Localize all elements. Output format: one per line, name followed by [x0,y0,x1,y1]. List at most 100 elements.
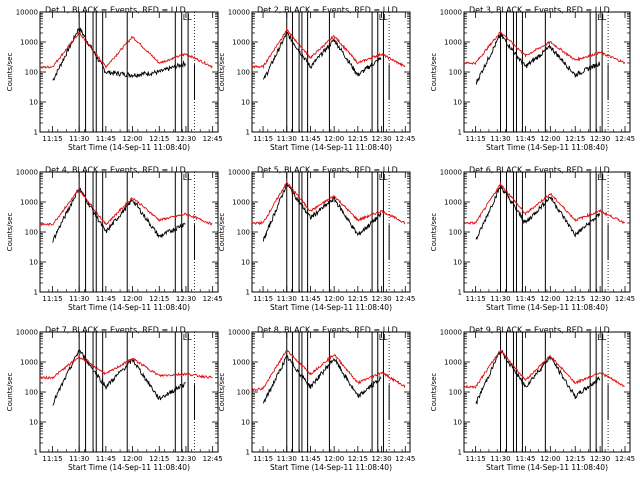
x-tick-label: 11:30 [490,135,510,143]
y-axis-label: Counts/sec [430,213,438,252]
x-tick-label: 11:30 [490,295,510,303]
x-tick-label: 12:15 [565,295,585,303]
y-tick-label: 10 [453,259,462,267]
series-line-lld [463,30,626,65]
x-tick-label: 12:15 [565,455,585,463]
series-line-events [262,353,382,404]
y-axis-label: Counts/sec [218,213,226,252]
x-tick-label: 12:15 [149,295,169,303]
y-tick-label: 1000 [232,359,250,367]
x-tick-label: 12:00 [324,455,344,463]
y-tick-label: 1 [246,289,250,297]
x-tick-label: 11:15 [253,295,273,303]
y-tick-label: 1000 [20,199,38,207]
x-axis-label: Start Time (14-Sep-11 11:08:40) [486,143,608,152]
y-axis-label: Counts/sec [430,53,438,92]
chart-panel-4: Det 4, BLACK = Events, RED = LLD 1 10 100 10… [6,166,223,313]
x-axis-label: Start Time (14-Sep-11 11:08:40) [486,463,608,472]
x-tick-label: 11:45 [300,455,320,463]
annotation-label: LL [597,173,606,182]
y-tick-label: 100 [237,389,250,397]
x-tick-label: 12:00 [540,295,560,303]
annotation-label: LL [183,173,192,182]
x-axis-label: Start Time (14-Sep-11 11:08:40) [486,303,608,312]
y-tick-label: 10000 [440,329,462,337]
x-tick-label: 12:30 [371,295,391,303]
y-tick-label: 10000 [440,9,462,17]
y-axis-label: Counts/sec [218,373,226,412]
series-line-lld [251,180,406,226]
plot-frame [39,171,219,293]
series-line-events [475,32,601,85]
x-tick-label: 12:45 [395,295,415,303]
annotation-label: LL [379,13,388,22]
y-tick-label: 10000 [228,169,250,177]
x-tick-label: 12:15 [348,455,368,463]
chart-title: Det 3, BLACK = Events, RED = LLD [469,6,610,15]
chart-title: Det 4, BLACK = Events, RED = LLD [45,166,186,175]
y-tick-label: 10000 [440,169,462,177]
y-tick-label: 100 [25,69,38,77]
y-tick-label: 1000 [232,199,250,207]
x-tick-label: 12:00 [324,135,344,143]
series-line-lld [251,27,406,70]
y-tick-label: 10 [29,259,38,267]
chart-panel-5: Det 5, BLACK = Events, RED = LLD 1 10 100 10… [218,166,415,313]
y-tick-label: 10000 [16,9,38,17]
y-tick-label: 10 [29,99,38,107]
x-tick-label: 12:30 [176,455,196,463]
x-tick-label: 12:15 [149,135,169,143]
x-axis-label: Start Time (14-Sep-11 11:08:40) [270,143,392,152]
x-tick-label: 12:30 [371,135,391,143]
x-axis-label: Start Time (14-Sep-11 11:08:40) [68,143,190,152]
x-axis-label: Start Time (14-Sep-11 11:08:40) [68,463,190,472]
x-tick-label: 12:30 [176,295,196,303]
chart-title: Det 6, BLACK = Events, RED = LLD [469,166,610,175]
y-tick-label: 100 [25,229,38,237]
chart-title: Det 5, BLACK = Events, RED = LLD [257,166,398,175]
x-tick-label: 11:30 [69,455,89,463]
x-tick-label: 11:15 [42,295,62,303]
x-tick-label: 12:45 [615,455,635,463]
y-tick-label: 10 [29,419,38,427]
annotation-label: LL [597,333,606,342]
x-tick-label: 11:45 [96,295,116,303]
chart-panel-1: Det 1, BLACK = Events, RED = LLD 1 10 100 10… [6,6,223,153]
x-tick-label: 11:15 [42,455,62,463]
x-tick-label: 12:45 [203,295,223,303]
series-line-events [475,184,601,240]
series-line-events [52,187,186,243]
plot-frame [463,11,631,133]
x-tick-label: 11:15 [466,295,486,303]
x-tick-label: 11:45 [96,135,116,143]
x-tick-label: 12:00 [540,455,560,463]
x-tick-label: 11:45 [515,135,535,143]
series-line-events [475,348,601,405]
y-tick-label: 1 [34,449,38,457]
chart-panel-2: Det 2, BLACK = Events, RED = LLD 1 10 100 10… [218,6,415,153]
x-axis-label: Start Time (14-Sep-11 11:08:40) [270,463,392,472]
x-tick-label: 11:30 [490,455,510,463]
series-line-lld [252,349,406,392]
y-axis-label: Counts/sec [6,53,14,92]
x-tick-label: 11:15 [466,135,486,143]
y-tick-label: 10 [453,99,462,107]
y-tick-label: 1 [458,289,462,297]
y-tick-label: 10 [453,419,462,427]
y-tick-label: 10000 [16,329,38,337]
y-tick-label: 100 [237,69,250,77]
y-tick-label: 10000 [228,329,250,337]
chart-panel-3: Det 3, BLACK = Events, RED = LLD 1 10 100 10… [430,6,635,153]
x-tick-label: 12:15 [348,295,368,303]
y-tick-label: 1 [246,449,250,457]
x-tick-label: 11:45 [300,135,320,143]
x-tick-label: 11:45 [515,455,535,463]
x-tick-label: 12:45 [615,135,635,143]
series-line-events [52,349,186,406]
x-axis-label: Start Time (14-Sep-11 11:08:40) [270,303,392,312]
series-line-events [262,182,382,242]
x-tick-label: 12:45 [203,135,223,143]
annotation-label: LL [379,333,388,342]
annotation-label: LL [183,333,192,342]
y-tick-label: 1000 [232,39,250,47]
